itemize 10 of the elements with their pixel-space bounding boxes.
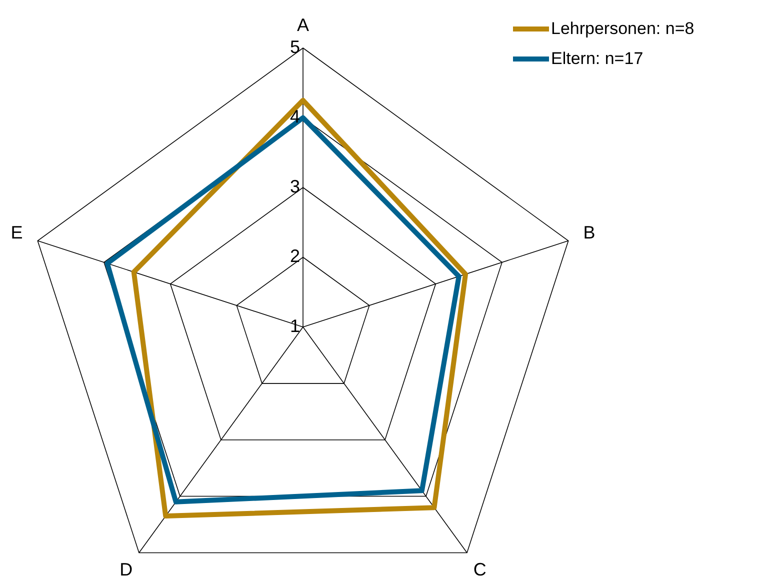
spoke-label: A xyxy=(296,14,310,35)
spoke-label: C xyxy=(473,559,486,580)
y-tick-label: 3 xyxy=(290,176,300,196)
y-tick-label: 5 xyxy=(290,36,300,57)
spoke-label: E xyxy=(10,222,23,243)
spoke-label: B xyxy=(583,222,596,243)
spoke-label: D xyxy=(120,559,133,580)
legend-label: Eltern: n=17 xyxy=(551,49,644,69)
y-tick-label: 2 xyxy=(290,246,300,266)
legend-label: Lehrpersonen: n=8 xyxy=(551,19,694,39)
